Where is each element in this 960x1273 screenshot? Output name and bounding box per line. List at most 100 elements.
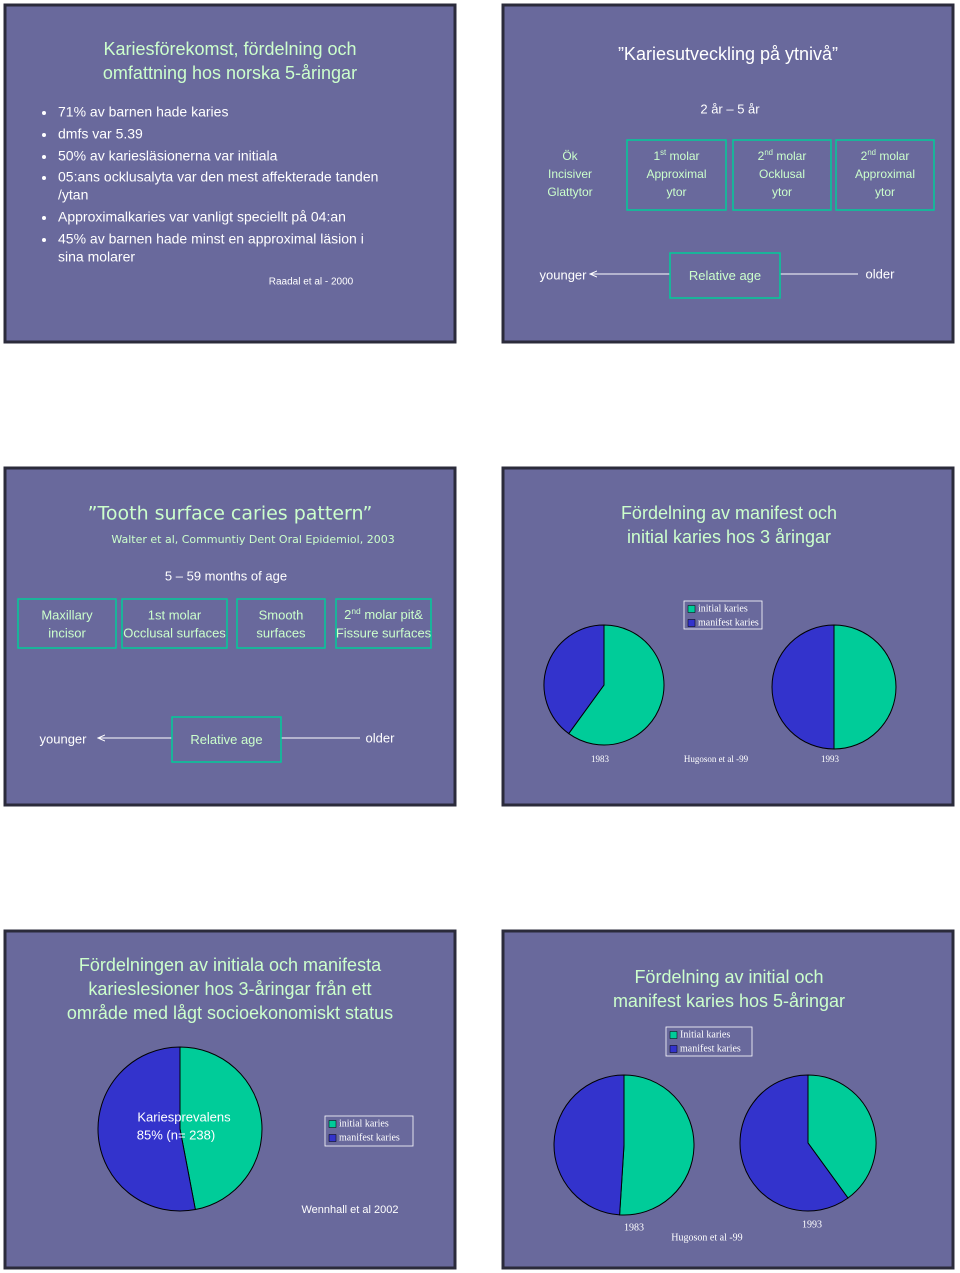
box-text: 2nd molar: [758, 148, 807, 163]
bullet-text: dmfs var 5.39: [58, 126, 143, 142]
box-text: Fissure surfaces: [336, 625, 432, 640]
legend-text: initial karies: [698, 603, 748, 614]
legend-swatch: [669, 1031, 678, 1039]
slide-title: initial karies hos 3 åringar: [627, 527, 831, 547]
pie-label: 1983: [591, 754, 610, 764]
box-text: Maxillary: [41, 607, 93, 622]
box-text: surfaces: [256, 625, 306, 640]
bullet-dot: [42, 111, 46, 115]
slide-title: manifest karies hos 5-åringar: [613, 991, 845, 1011]
box-text: ytor: [772, 185, 792, 199]
box-text: Incisiver: [548, 167, 592, 181]
pie-label: 1983: [624, 1222, 644, 1233]
legend-box: [324, 1115, 414, 1147]
source: Raadal et al - 2000: [269, 277, 354, 288]
bullet-text: sina molarer: [58, 249, 135, 265]
pie-wedge: [179, 1046, 263, 1211]
box-text: Ocklusal: [759, 167, 805, 181]
box-text: ytor: [666, 185, 686, 199]
box-text: Approximal: [855, 167, 915, 181]
bullet-dot: [42, 133, 46, 137]
bullet-text: 71% av barnen hade karies: [58, 104, 228, 120]
axis-label: Relative age: [689, 268, 761, 283]
bullet-text: 50% av kariesläsionerna var initiala: [58, 148, 278, 164]
legend-swatch: [328, 1120, 337, 1128]
bullet-dot: [42, 155, 46, 159]
note: Kariesprevalens: [137, 1109, 231, 1124]
box-text: Glattytor: [547, 185, 592, 199]
slide-title: Fördelning av manifest och: [621, 503, 837, 523]
axis-label: Relative age: [190, 732, 262, 747]
bullet-dot: [42, 238, 46, 242]
box-text-sup: nd: [351, 606, 361, 616]
box-text: incisor: [48, 625, 86, 640]
legend-text: initial karies: [339, 1118, 389, 1129]
bullet-text: 45% av barnen hade minst en approximal l…: [58, 231, 364, 247]
legend-text: Initial karies: [680, 1029, 730, 1040]
box-text-part: molar: [773, 149, 806, 163]
box-text: Ök: [562, 149, 578, 163]
box-text-part: molar: [876, 149, 909, 163]
box: [732, 139, 832, 211]
note: 85% (n= 238): [137, 1127, 215, 1142]
bullet-dot: [42, 176, 46, 180]
slide-title: karieslesioner hos 3-åringar från ett: [88, 979, 371, 999]
box-text-part: molar: [666, 149, 699, 163]
box: [335, 598, 432, 649]
axis-younger: younger: [540, 267, 588, 282]
pie-wedge: [543, 624, 605, 735]
legend-box: [683, 600, 763, 630]
box-text: 1st molar: [148, 607, 202, 622]
box: [236, 598, 326, 649]
axis-younger: younger: [40, 731, 88, 746]
source: Hugoson et al -99: [684, 754, 749, 764]
bullet-text: Approximalkaries var vanligt speciellt p…: [58, 209, 346, 225]
slide-title: ”Kariesutveckling på ytnivå”: [618, 44, 838, 64]
slide: [3, 3, 457, 344]
axis-older: older: [366, 730, 396, 745]
slide-title: omfattning hos norska 5-åringar: [103, 63, 357, 83]
bullet-dot: [42, 216, 46, 220]
age-range: 5 – 59 months of age: [165, 568, 287, 583]
legend-swatch: [687, 605, 696, 613]
slide-title: Fördelningen av initiala och manifesta: [79, 955, 382, 975]
legend-swatch: [687, 619, 696, 627]
pie-wedge: [568, 624, 665, 746]
source: Hugoson et al -99: [671, 1232, 742, 1243]
pie-wedge: [771, 624, 835, 750]
legend-text: manifest karies: [680, 1043, 741, 1054]
box-text-sup: st: [660, 148, 667, 157]
slide-subtitle: Walter et al, Communtiy Dent Oral Epidem…: [111, 533, 394, 546]
pie-wedge: [553, 1074, 625, 1216]
legend-text: manifest karies: [698, 617, 759, 628]
box-text: Occlusal surfaces: [123, 625, 226, 640]
legend-swatch: [328, 1134, 337, 1142]
box-text-part: 2: [344, 607, 351, 622]
box: [835, 139, 935, 211]
pie-wedge: [807, 1074, 877, 1199]
pie-wedge: [619, 1074, 695, 1216]
box-text-sup: nd: [764, 148, 773, 157]
axis-older: older: [866, 266, 896, 281]
box-text: Smooth: [259, 607, 304, 622]
slide-title: område med lågt socioekonomiskt status: [67, 1003, 393, 1023]
box-text-sup: nd: [867, 148, 876, 157]
box-text-part: 2: [861, 149, 868, 163]
slide-title: Kariesförekomst, fördelning och: [103, 39, 356, 59]
slide: [3, 466, 457, 807]
box-text: 2nd molar: [861, 148, 910, 163]
box-text: Approximal: [646, 167, 706, 181]
box-text-part: molar pit&: [361, 607, 423, 622]
pie-label: 1993: [802, 1219, 822, 1230]
slide-subtitle: 2 år – 5 år: [700, 101, 760, 116]
box: [17, 598, 117, 649]
box-text-part: 2: [758, 149, 765, 163]
slide-title: Fördelning av initial och: [634, 967, 823, 987]
source: Wennhall et al 2002: [301, 1204, 398, 1216]
bullet-text: 05:ans ocklusalyta var den mest affekter…: [58, 169, 378, 185]
axis-box: [669, 252, 781, 299]
axis-box: [171, 716, 282, 763]
box-text-part: 1: [653, 149, 660, 163]
pie-wedge: [833, 624, 897, 750]
